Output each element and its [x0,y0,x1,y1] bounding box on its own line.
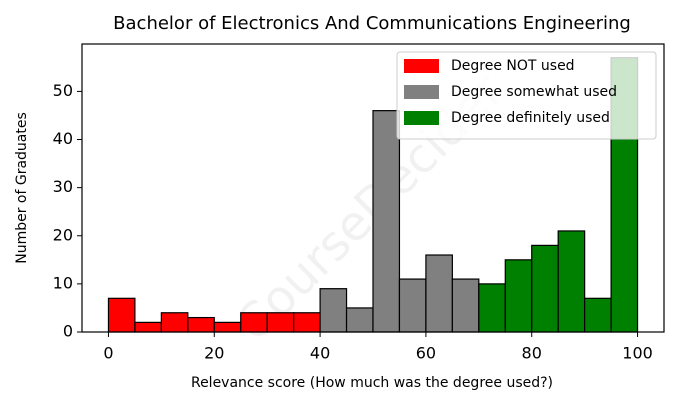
x-tick-label: 0 [103,344,113,363]
bar [213,321,242,333]
bar [398,278,427,333]
bar [531,244,559,333]
legend-swatch [404,85,439,99]
y-tick-label: 40 [53,129,73,148]
bar [107,297,136,333]
y-tick-label: 20 [53,225,73,244]
legend-label: Degree definitely used [451,110,610,126]
bar [425,254,453,333]
x-tick-label: 40 [310,344,330,363]
bar [319,288,348,333]
legend-swatch [404,59,439,73]
bar [293,312,321,333]
x-tick-label: 60 [416,344,436,363]
x-axis-label: Relevance score (How much was the degree… [191,375,553,391]
y-tick-label: 50 [53,81,73,100]
y-axis-label: Number of Graduates [14,112,30,264]
x-tick-label: 100 [622,344,653,363]
bar [240,312,268,333]
legend-box [396,51,657,140]
y-tick-label: 10 [53,273,73,292]
x-tick-label: 80 [522,344,542,363]
bar [557,230,586,333]
bar [504,259,533,333]
y-tick-label: 30 [53,177,73,196]
legend-label: Degree somewhat used [451,84,617,100]
bar [478,283,506,333]
bar [134,321,162,333]
bar [345,307,374,333]
bar [160,312,189,333]
x-tick-label: 20 [204,344,224,363]
y-tick-label: 0 [63,322,73,341]
bar [451,278,480,333]
bar [584,297,612,333]
chart-title: Bachelor of Electronics And Communicatio… [113,13,631,34]
legend-label: Degree NOT used [451,58,575,74]
bar [187,316,215,333]
bar [266,312,295,333]
bar [372,110,401,333]
legend-swatch [404,111,439,125]
